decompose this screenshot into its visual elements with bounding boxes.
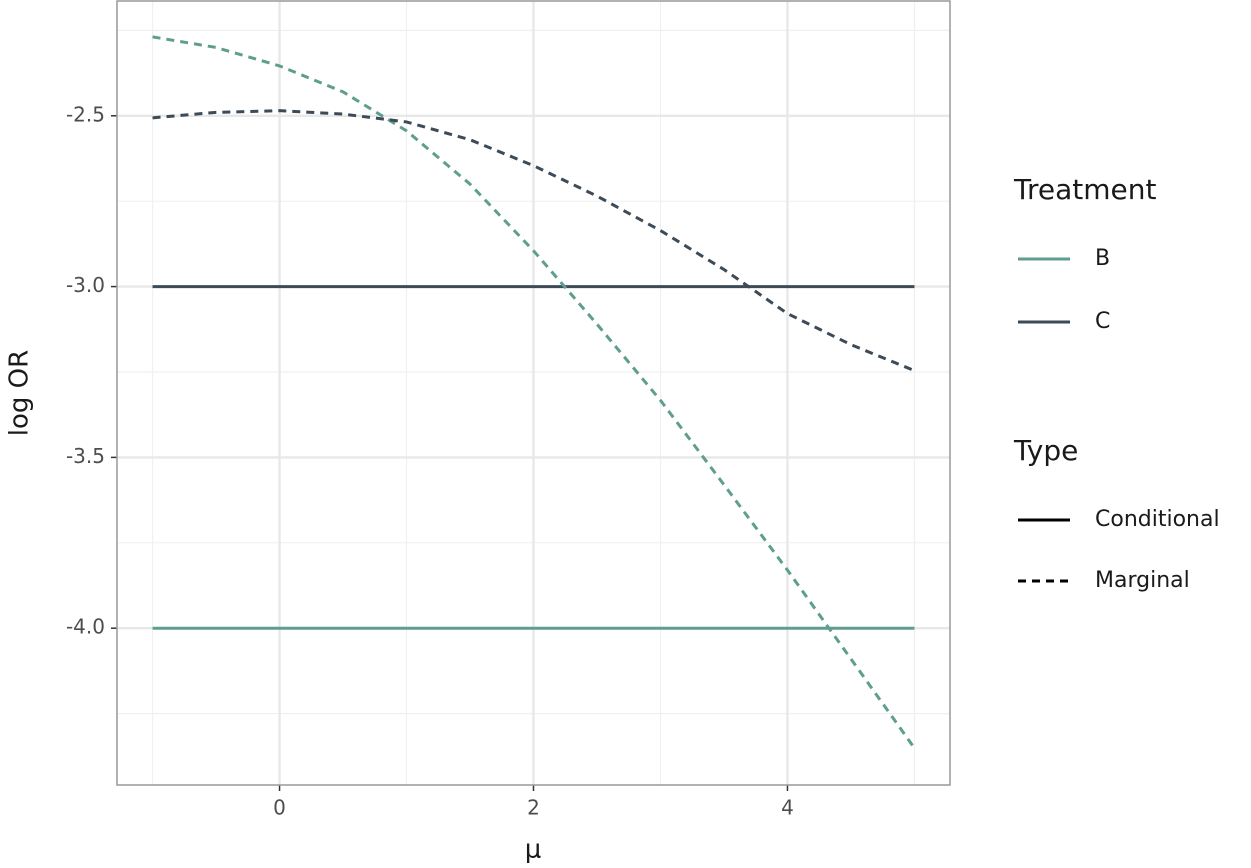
series-line <box>152 109 916 373</box>
y-tick-label: -3.5 <box>66 444 105 468</box>
legend-title: Treatment <box>1013 173 1156 206</box>
legend-label: B <box>1095 246 1110 271</box>
y-axis-title: log OR <box>5 350 35 436</box>
x-axis-title: μ <box>525 835 542 865</box>
legend-label: C <box>1095 309 1110 334</box>
legend-title: Type <box>1013 434 1078 467</box>
y-tick-label: -3.0 <box>66 273 105 297</box>
x-tick-label: 2 <box>527 796 540 820</box>
plot-border <box>116 0 951 786</box>
x-tick-label: 4 <box>781 796 794 820</box>
y-tick-label: -2.5 <box>66 102 105 126</box>
legend-label: Marginal <box>1095 568 1190 593</box>
y-tick-label: -4.0 <box>66 615 105 639</box>
series-line <box>152 35 916 749</box>
x-tick-label: 0 <box>273 796 286 820</box>
legend-label: Conditional <box>1095 507 1220 532</box>
